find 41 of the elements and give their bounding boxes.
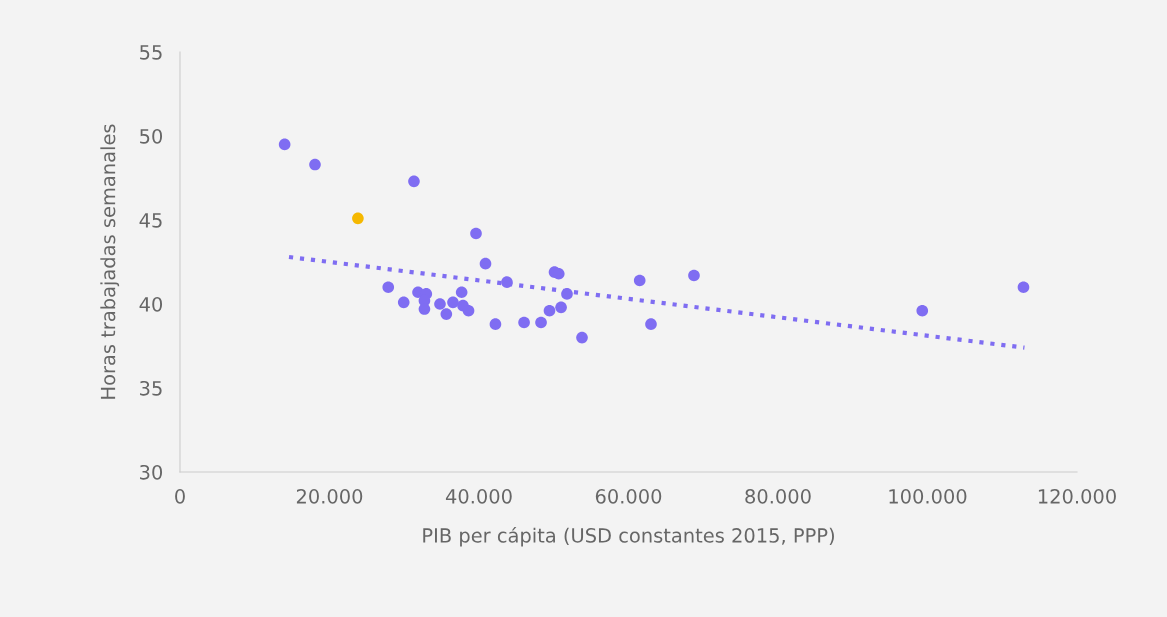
point xyxy=(489,318,502,330)
point xyxy=(462,304,475,317)
point xyxy=(555,301,567,314)
point xyxy=(447,296,459,309)
x-tick-label: 20.000 xyxy=(296,489,363,504)
x-tick-label: 40.000 xyxy=(445,489,512,504)
point xyxy=(645,318,657,330)
y-tick-label: 50 xyxy=(140,128,163,144)
point xyxy=(916,304,929,317)
y-axis-title: Horas trabajadas semanales xyxy=(100,124,120,399)
x-tick-label: 80.000 xyxy=(745,489,811,504)
point xyxy=(440,308,453,320)
point xyxy=(535,316,547,329)
point xyxy=(352,212,364,225)
x-axis-title: PIB per cápita (USD constantes 2015, PPP) xyxy=(423,526,834,547)
point xyxy=(479,257,492,270)
point xyxy=(470,227,482,240)
point xyxy=(543,304,556,317)
point xyxy=(518,316,530,329)
point xyxy=(576,331,588,344)
point xyxy=(501,276,513,288)
y-tick-label: 35 xyxy=(140,380,162,396)
x-tick-label: 60.000 xyxy=(595,489,662,504)
y-tick-label: 40 xyxy=(139,296,163,312)
y-tick-label: 30 xyxy=(140,464,163,480)
x-tick-label: 100.000 xyxy=(889,489,967,504)
point xyxy=(309,158,321,171)
point xyxy=(278,138,291,151)
y-tick-label: 55 xyxy=(140,45,162,60)
y-tick-label: 45 xyxy=(139,213,162,228)
point xyxy=(561,288,573,300)
point xyxy=(688,269,700,282)
point xyxy=(397,296,410,309)
point xyxy=(382,281,395,294)
x-tick-label: 0 xyxy=(175,489,185,504)
point xyxy=(408,175,420,188)
point xyxy=(434,298,446,310)
point xyxy=(633,274,646,287)
x-tick-label: 120.000 xyxy=(1038,489,1116,504)
point xyxy=(1017,281,1030,294)
point xyxy=(455,286,468,299)
